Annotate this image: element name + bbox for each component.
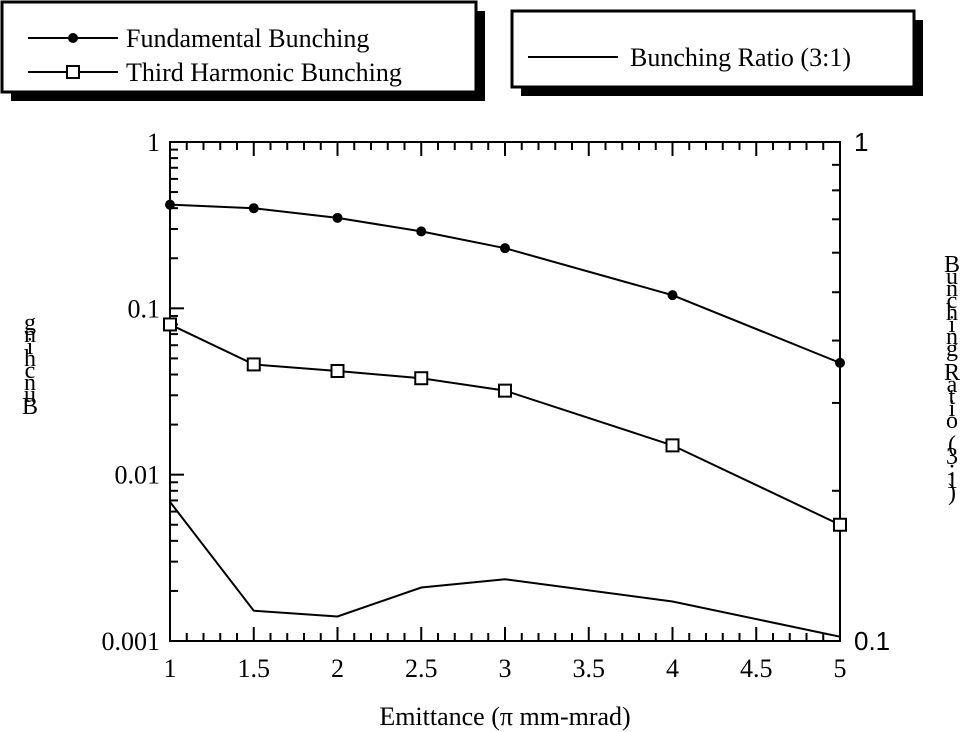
axis-ticks [169,141,841,642]
x-tick-label: 2.5 [405,654,438,683]
x-tick-label: 4 [666,654,679,683]
y2label-glyph: R [944,360,960,386]
x-tick-label: 5 [834,654,847,683]
series-line-bunching-ratio-3-1 [169,501,841,638]
y2label-glyph: n [946,324,958,350]
series-line-fundamental-bunching [169,203,841,364]
data-point-third-harmonic-bunching [246,357,261,372]
y-tick-label: 1 [147,128,160,157]
y-tick-label: 0.01 [115,461,161,490]
y2-tick-label: 0.1 [854,626,890,656]
x-tick-label: 3 [499,654,512,683]
y2label-glyph: a [947,372,958,398]
x-axis-title: Emittance (π mm-mrad) [379,702,630,731]
y2label-glyph: i [949,312,956,338]
y2label-glyph: B [944,252,960,278]
data-point-fundamental-bunching [500,243,510,254]
x-tick-label: 2 [331,654,344,683]
legend-entry-third-harmonic: Third Harmonic Bunching [28,58,402,87]
data-point-fundamental-bunching [667,290,678,301]
data-point-fundamental-bunching [248,203,259,214]
data-point-fundamental-bunching [165,199,175,210]
data-point-fundamental-bunching [835,357,845,368]
x-tick-label: 1 [164,654,177,683]
legend-entry-ratio: Bunching Ratio (3:1) [528,43,851,72]
ylabel-glyph: n [24,322,36,348]
y2label-glyph: o [946,408,958,434]
ylabel-glyph: c [25,358,36,384]
y2label-glyph: c [947,288,958,314]
ylabel-glyph: g [24,310,36,336]
y2label-glyph: t [949,384,956,410]
legend-label-fundamental: Fundamental Bunching [126,24,369,53]
series-line-third-harmonic-bunching [169,323,841,526]
data-point-third-harmonic-bunching [330,363,345,378]
x-tick-label: 1.5 [238,654,271,683]
x-tick-label: 3.5 [573,654,606,683]
y2-tick-label: 1 [854,127,868,157]
ylabel-glyph: B [22,394,38,420]
legend-label-ratio: Bunching Ratio (3:1) [630,43,851,72]
y2label-glyph: i [949,396,956,422]
ylabel-glyph: u [24,382,36,408]
data-point-fundamental-bunching [416,226,427,237]
legend-primary: Fundamental Bunching Third Harmonic Bunc… [0,0,485,101]
y-tick-label: 0.1 [128,294,161,323]
y2label-glyph: ( [948,432,956,458]
y2label-glyph: u [946,264,958,290]
data-point-third-harmonic-bunching [665,438,680,453]
data-point-third-harmonic-bunching [833,517,847,532]
series-layer [163,199,847,638]
legend-label-third-harmonic: Third Harmonic Bunching [126,58,402,87]
y-tick-label: 0.001 [102,627,161,656]
y2label-glyph: ) [948,480,956,506]
legend-secondary: Bunching Ratio (3:1) [510,9,923,96]
y2label-glyph: 3 [946,444,958,470]
y2label-glyph: 1 [946,468,958,494]
data-point-third-harmonic-bunching [414,371,429,386]
y2label-glyph: g [946,336,958,362]
ylabel-glyph: h [24,346,36,372]
y2label-glyph: h [946,300,958,326]
data-point-third-harmonic-bunching [498,383,512,398]
legend-entry-fundamental: Fundamental Bunching [28,24,369,53]
ylabel-glyph: n [24,370,36,396]
data-point-fundamental-bunching [332,212,343,223]
y2label-glyph: n [946,276,958,302]
y2label-glyph: : [949,456,956,482]
data-point-third-harmonic-bunching [163,317,177,332]
ylabel-glyph: i [27,334,34,360]
x-tick-label: 4.5 [740,654,773,683]
